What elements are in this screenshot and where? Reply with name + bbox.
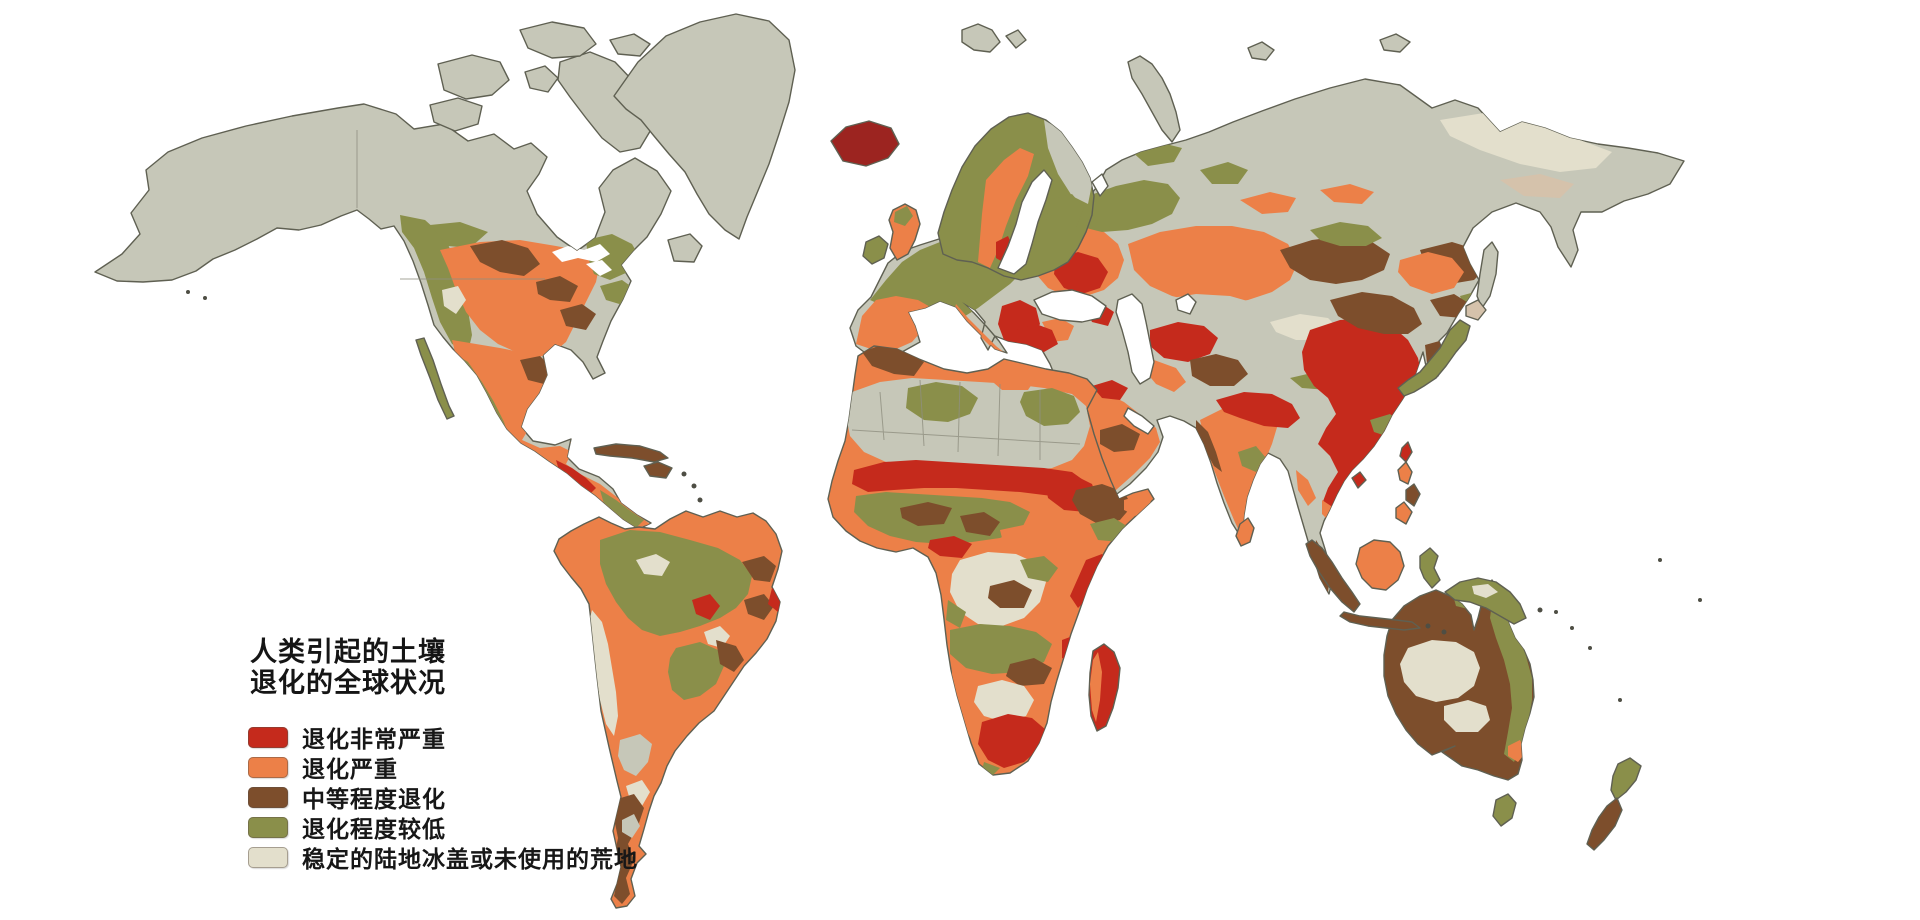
legend-item-severe: 退化严重 [248, 752, 638, 783]
tasmania-landmass [1492, 793, 1517, 827]
southeast-asia-islands [1235, 461, 1543, 635]
low-color-swatch [248, 816, 288, 838]
japan-and-east-asia-islands [1351, 241, 1499, 489]
legend-label: 稳定的陆地冰盖或未使用的荒地 [302, 847, 638, 873]
legend-item-very-severe: 退化非常严重 [248, 722, 638, 753]
arctic-eurasia-islands [961, 23, 1411, 143]
scandinavia-landmass [937, 112, 1095, 281]
legend-label: 中等程度退化 [302, 787, 446, 813]
legend-item-low: 退化程度较低 [248, 812, 638, 843]
moderate-color-swatch [248, 786, 288, 808]
legend-item-moderate: 中等程度退化 [248, 782, 638, 813]
legend-item-stable: 稳定的陆地冰盖或未使用的荒地 [248, 842, 638, 873]
legend-label: 退化严重 [302, 757, 398, 783]
pacific-small-islands [186, 290, 1702, 702]
legend-label: 退化非常严重 [302, 727, 446, 753]
severe-color-swatch [248, 756, 288, 778]
map-legend: 退化非常严重 退化严重 中等程度退化 退化程度较低 稳定的陆地冰盖或未使用的荒地 [248, 722, 638, 873]
very-severe-color-swatch [248, 726, 288, 748]
north-america-landmass [94, 103, 672, 530]
british-isles [862, 203, 921, 265]
new-zealand-landmass [1586, 757, 1642, 851]
greenland-landmass [613, 13, 796, 240]
baja-peninsula [415, 337, 455, 420]
south-america-landmass [553, 510, 783, 909]
legend-label: 退化程度较低 [302, 817, 446, 843]
map-title-line1: 人类引起的土壤 [250, 637, 446, 668]
africa-landmass [827, 345, 1155, 776]
map-title: 人类引起的土壤 退化的全球状况 [250, 637, 446, 700]
map-title-line2: 退化的全球状况 [250, 667, 446, 699]
stable-color-swatch [248, 846, 288, 868]
caribbean-islands [593, 443, 703, 503]
iceland-landmass [830, 120, 900, 167]
australia-landmass [1383, 579, 1535, 781]
madagascar-landmass [1088, 643, 1121, 732]
